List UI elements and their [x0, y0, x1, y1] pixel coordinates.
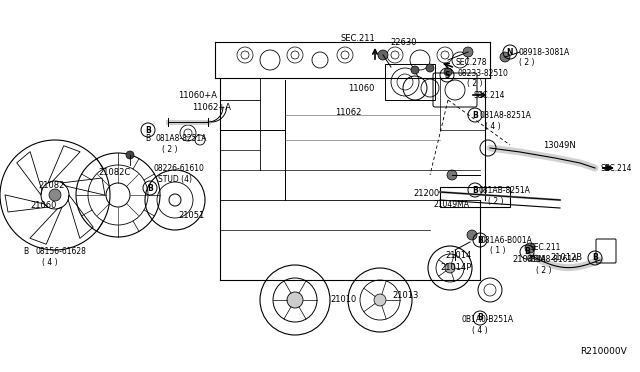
Text: 21049MA: 21049MA: [434, 199, 470, 208]
Text: 11060: 11060: [348, 83, 374, 93]
Text: ( 2 ): ( 2 ): [519, 58, 534, 67]
Circle shape: [445, 263, 455, 273]
Circle shape: [287, 292, 303, 308]
Text: 21013: 21013: [392, 291, 419, 299]
Circle shape: [463, 47, 473, 57]
Text: B: B: [472, 186, 478, 195]
Circle shape: [378, 50, 388, 60]
Text: 21014P: 21014P: [440, 263, 472, 273]
Text: B: B: [477, 235, 483, 244]
Text: 11062: 11062: [335, 108, 362, 116]
Text: ( 4 ): ( 4 ): [485, 122, 500, 131]
Circle shape: [467, 230, 477, 240]
Text: 21060: 21060: [30, 201, 56, 209]
Circle shape: [500, 52, 510, 62]
Text: 21051: 21051: [178, 211, 204, 219]
Circle shape: [525, 243, 535, 253]
Text: B: B: [24, 247, 29, 257]
Text: ( 2 ): ( 2 ): [536, 266, 552, 276]
Text: 21014: 21014: [445, 250, 471, 260]
Text: 08156-61628: 08156-61628: [35, 247, 86, 257]
Text: 0B1A0-B251A: 0B1A0-B251A: [462, 315, 514, 324]
Circle shape: [447, 170, 457, 180]
Text: 081A8-8251A: 081A8-8251A: [156, 134, 207, 142]
Text: 11060+A: 11060+A: [178, 90, 217, 99]
Text: 13049N: 13049N: [543, 141, 576, 150]
Text: B: B: [147, 183, 153, 192]
Text: 08918-3081A: 08918-3081A: [519, 48, 570, 57]
Text: 081AB-8251A: 081AB-8251A: [479, 186, 531, 195]
Text: B: B: [592, 253, 598, 263]
Text: 21049M: 21049M: [512, 256, 545, 264]
Text: 11062+A: 11062+A: [192, 103, 231, 112]
Circle shape: [426, 64, 434, 72]
Text: B: B: [524, 247, 530, 257]
Text: S: S: [444, 71, 450, 80]
Text: N: N: [507, 48, 513, 57]
Text: SEC.211: SEC.211: [340, 33, 376, 42]
Text: ( 2 ): ( 2 ): [467, 78, 483, 87]
Text: ( 4 ): ( 4 ): [42, 259, 58, 267]
Text: B: B: [145, 134, 150, 142]
Text: SEC.214: SEC.214: [474, 90, 506, 99]
Text: 21082C: 21082C: [98, 167, 131, 176]
Text: 21082: 21082: [38, 180, 65, 189]
Circle shape: [374, 294, 386, 306]
Text: 22630: 22630: [390, 38, 417, 46]
Text: 21200: 21200: [413, 189, 439, 198]
Text: SEC.214: SEC.214: [601, 164, 632, 173]
Text: ( 2 ): ( 2 ): [162, 144, 177, 154]
Text: 081A8-8161A: 081A8-8161A: [527, 256, 579, 264]
Text: 21012B: 21012B: [550, 253, 582, 263]
Text: B: B: [477, 314, 483, 323]
Text: 081A6-B001A: 081A6-B001A: [481, 235, 533, 244]
Text: R210000V: R210000V: [580, 347, 627, 356]
Circle shape: [49, 189, 61, 201]
Text: ( 1 ): ( 1 ): [490, 247, 506, 256]
Text: B: B: [472, 110, 478, 119]
Text: SEC.211: SEC.211: [530, 244, 561, 253]
Text: 21010: 21010: [330, 295, 356, 305]
Circle shape: [411, 66, 419, 74]
Text: STUD (4): STUD (4): [158, 174, 192, 183]
Text: B: B: [145, 125, 151, 135]
Circle shape: [126, 151, 134, 159]
Text: ( 2 ): ( 2 ): [488, 196, 504, 205]
Text: SEC.278: SEC.278: [456, 58, 488, 67]
Text: 08233-82510: 08233-82510: [458, 68, 509, 77]
Text: 08226-61610: 08226-61610: [154, 164, 205, 173]
Text: 0B1A8-8251A: 0B1A8-8251A: [480, 110, 532, 119]
Circle shape: [444, 68, 452, 76]
Text: ( 4 ): ( 4 ): [472, 327, 488, 336]
